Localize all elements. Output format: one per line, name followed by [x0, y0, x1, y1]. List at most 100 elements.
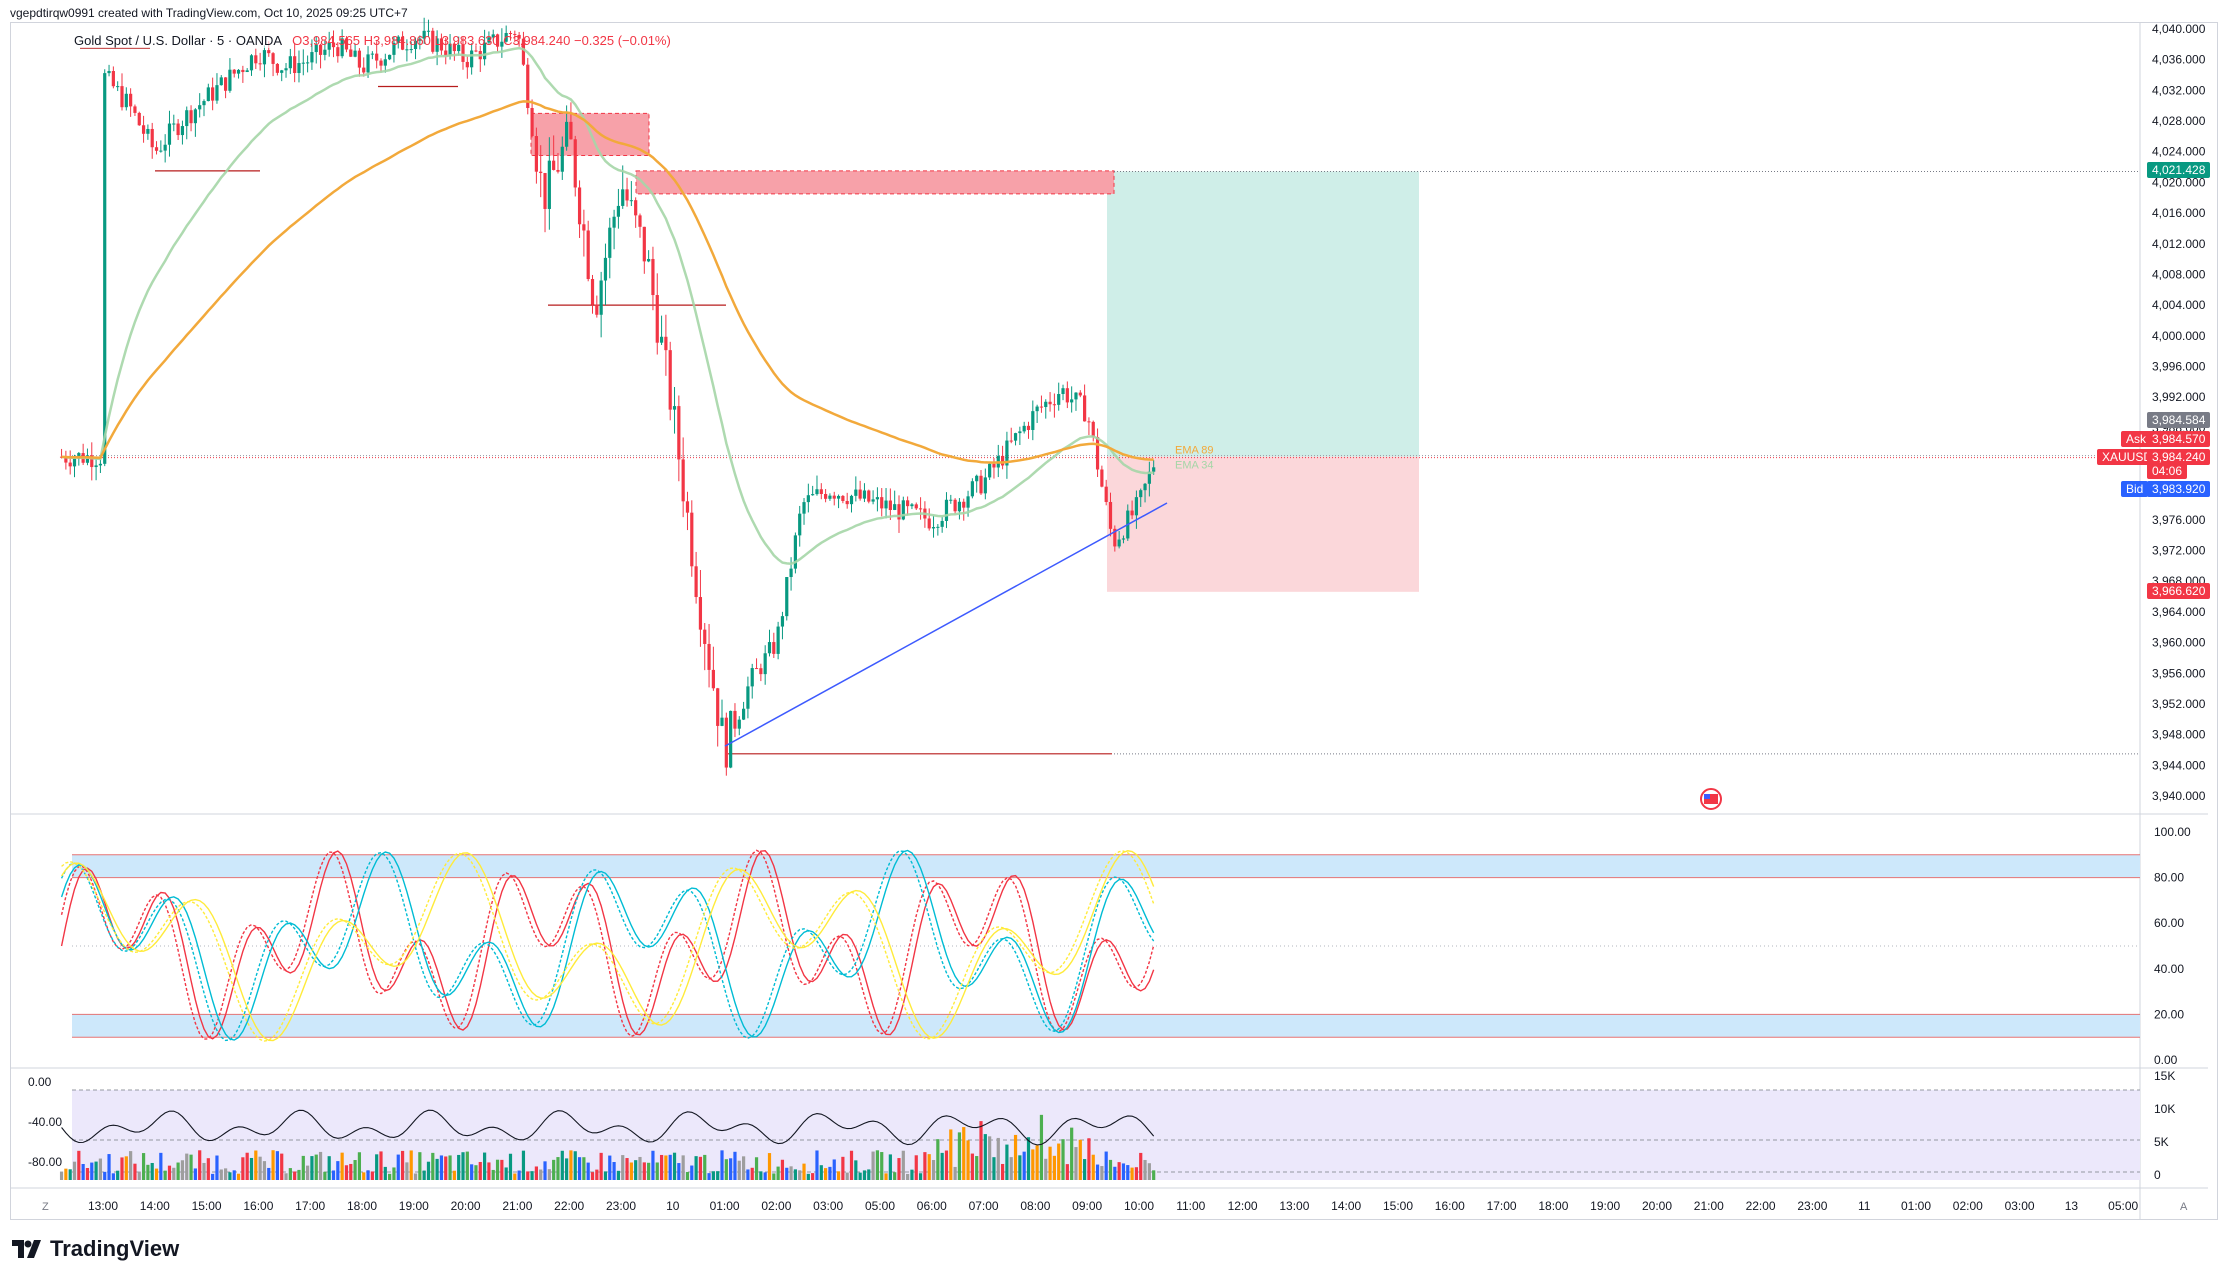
time-tick: 12:00 — [1228, 1199, 1258, 1213]
symbol-legend[interactable]: Gold Spot / U.S. Dollar · 5 · OANDA O3,9… — [74, 33, 671, 48]
candle-body — [875, 497, 880, 500]
candle-body — [236, 69, 241, 74]
volume-bar — [983, 1134, 987, 1180]
volume-bar — [616, 1170, 621, 1180]
volume-bar — [215, 1155, 219, 1180]
candles — [59, 17, 1156, 776]
axis-corner-right: A — [2180, 1201, 2188, 1213]
volume-bar — [228, 1172, 232, 1180]
volume-bar — [647, 1162, 651, 1180]
candle-body — [849, 495, 854, 505]
volume-bar — [565, 1158, 569, 1180]
candle-body — [1005, 440, 1009, 466]
time-tick: 13 — [2065, 1199, 2079, 1213]
osc-right-tick: 10K — [2154, 1102, 2175, 1116]
volume-bar — [284, 1173, 288, 1180]
volume-bar — [569, 1150, 573, 1180]
ema89-label: EMA 89 — [1175, 445, 1214, 457]
symbol-name[interactable]: Gold Spot / U.S. Dollar · 5 · OANDA — [74, 33, 283, 48]
volume-bar — [482, 1152, 487, 1180]
volume-bar — [763, 1172, 767, 1180]
candle-body — [832, 495, 836, 499]
candle-body — [867, 490, 871, 502]
volume-bar — [694, 1156, 698, 1180]
candle-body — [530, 107, 534, 137]
candle-body — [789, 568, 793, 578]
volume-bar — [707, 1173, 711, 1180]
candle-body — [124, 93, 128, 108]
tradingview-logo-icon — [12, 1240, 41, 1258]
candle-body — [888, 500, 892, 510]
volume-bar — [452, 1170, 456, 1180]
candle-body — [621, 189, 625, 206]
candle-body — [560, 146, 564, 172]
candle-body — [103, 73, 107, 464]
tradingview-brand[interactable]: TradingView — [12, 1236, 179, 1262]
candle-body — [474, 50, 478, 52]
volume-bar — [439, 1155, 444, 1180]
volume-bar — [327, 1156, 331, 1180]
candle-body — [595, 304, 599, 315]
candle-body — [1130, 510, 1134, 516]
price-tick: 4,024.000 — [2152, 145, 2206, 159]
candle-body — [193, 109, 197, 124]
volume-bar — [590, 1172, 595, 1180]
volume-bar — [530, 1171, 534, 1180]
osc-right-tick: 0 — [2154, 1168, 2161, 1182]
candle-body — [513, 33, 517, 35]
volume-bar — [1117, 1162, 1121, 1180]
candle-body — [767, 642, 772, 654]
candle-body — [897, 504, 901, 520]
ohlc-values: O3,984.565 H3,984.860 L3,983.630 C3,984.… — [292, 33, 671, 48]
time-tick: 17:00 — [295, 1199, 325, 1213]
candle-body — [565, 121, 569, 147]
volume-bar — [750, 1167, 754, 1180]
price-pane: EMA 89 EMA 34 — [59, 17, 2140, 810]
candle-body — [802, 502, 806, 514]
volume-bar — [111, 1173, 115, 1180]
candle-body — [638, 215, 642, 227]
candle-body — [331, 42, 336, 48]
volume-bar — [711, 1171, 715, 1180]
price-tick: 3,952.000 — [2152, 697, 2206, 711]
volume-bar — [836, 1171, 841, 1180]
candle-body — [232, 69, 236, 74]
volume-bar — [685, 1171, 690, 1180]
candle-body — [694, 566, 698, 598]
candle-body — [811, 494, 815, 496]
candle-body — [759, 668, 763, 675]
volume-bar — [418, 1152, 422, 1180]
volume-bar — [107, 1154, 111, 1180]
volume-bar — [1147, 1163, 1151, 1180]
time-tick: 10:00 — [1124, 1199, 1154, 1213]
volume-bar — [180, 1160, 185, 1180]
volume-bar — [1044, 1158, 1048, 1180]
candle-body — [988, 463, 992, 478]
candle-body — [983, 477, 987, 494]
volume-bar — [254, 1150, 258, 1180]
volume-bar — [854, 1160, 858, 1180]
candle-body — [914, 504, 918, 509]
candle-body — [634, 200, 638, 216]
volume-bar — [435, 1158, 439, 1180]
volume-bar — [560, 1150, 564, 1180]
volume-bar — [77, 1150, 81, 1180]
volume-bar — [1018, 1155, 1022, 1180]
time-tick: 21:00 — [502, 1199, 532, 1213]
candle-body — [1078, 392, 1082, 396]
volume-bar — [780, 1159, 785, 1180]
time-tick: 23:00 — [1797, 1199, 1827, 1213]
volume-bar — [862, 1170, 867, 1180]
volume-bar — [798, 1170, 802, 1180]
volume-bar — [1134, 1167, 1139, 1180]
price-tick: 3,964.000 — [2152, 605, 2206, 619]
candle-body — [98, 463, 103, 466]
countdown-tag: 04:06 — [2147, 462, 2188, 479]
candle-body — [659, 336, 664, 343]
time-tick: 20:00 — [451, 1199, 481, 1213]
candle-body — [724, 717, 728, 768]
candle-body — [370, 53, 374, 55]
volume-bar — [849, 1150, 854, 1180]
time-tick: 13:00 — [1279, 1199, 1309, 1213]
